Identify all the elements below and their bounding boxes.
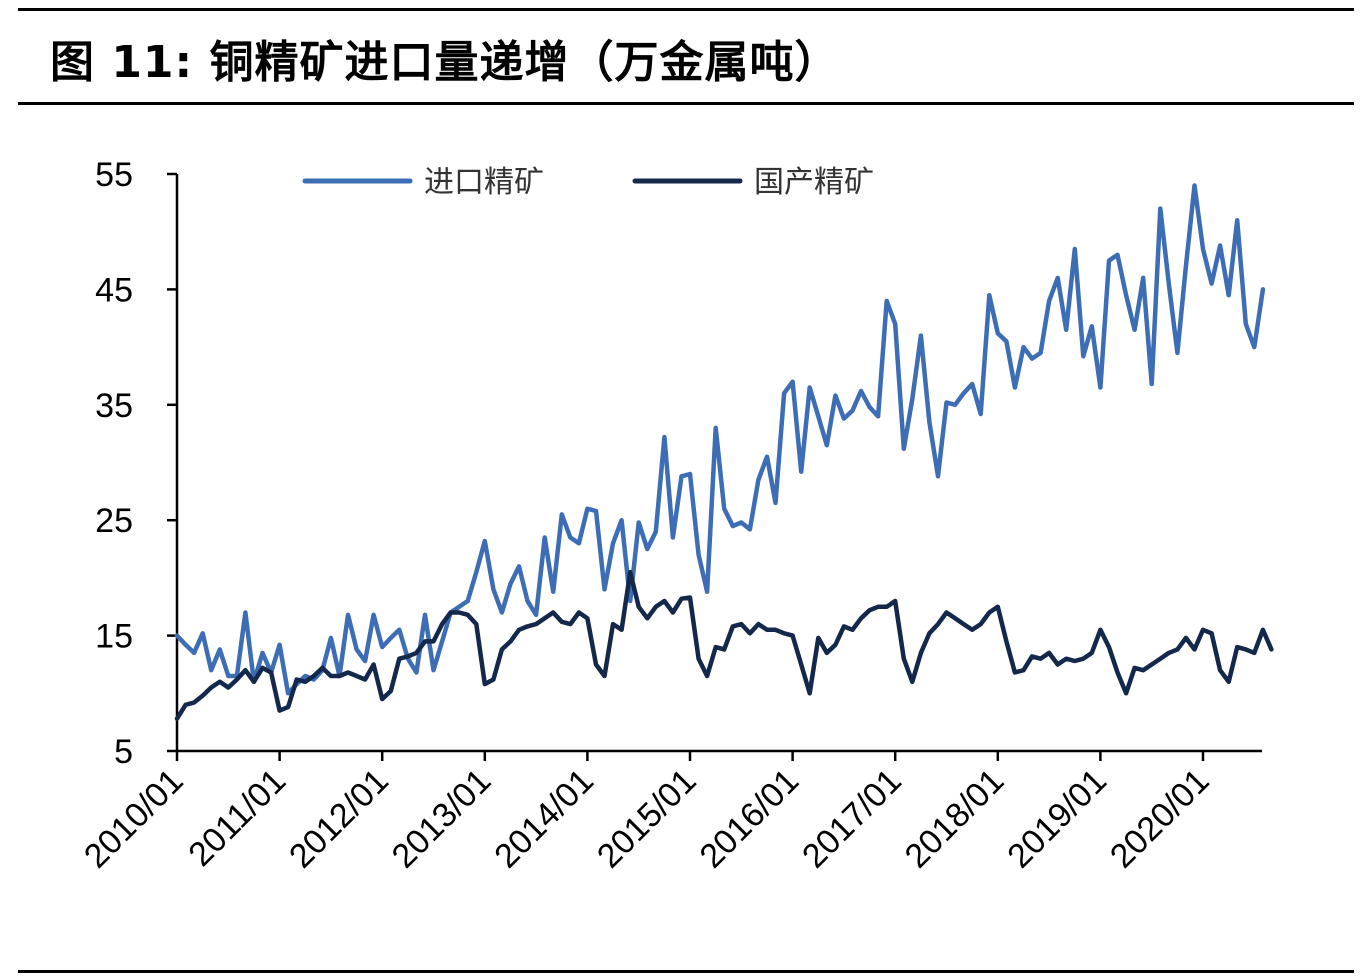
x-tick-label: 2017/01 <box>795 762 909 876</box>
legend: 进口精矿 国产精矿 <box>302 165 874 200</box>
x-tick-label: 2010/01 <box>77 762 191 876</box>
x-tick-label: 2015/01 <box>590 762 704 876</box>
series-lines <box>174 183 1274 721</box>
x-tick-label: 2012/01 <box>282 762 396 876</box>
y-tick-label: 45 <box>95 271 133 309</box>
y-tick-label: 25 <box>95 502 133 540</box>
x-tick-label: 2020/01 <box>1103 762 1217 876</box>
y-tick-label: 15 <box>95 618 133 656</box>
x-tick-label: 2018/01 <box>898 762 1012 876</box>
y-tick-label: 5 <box>114 733 133 771</box>
figure-title: 图 11: 铜精矿进口量递增（万金属吨） <box>50 37 840 88</box>
series-line-domestic <box>174 569 1274 721</box>
axes <box>175 174 1262 753</box>
title-rule <box>18 102 1354 105</box>
x-tick-label: 2013/01 <box>385 762 499 876</box>
legend-label: 进口精矿 <box>424 165 544 200</box>
y-tick-label: 35 <box>95 387 133 425</box>
x-tick-label: 2011/01 <box>181 762 293 874</box>
y-tick-label: 55 <box>95 156 133 194</box>
x-axis-ticks: 2010/012011/012012/012013/012014/012015/… <box>77 751 1217 876</box>
series-line-imported <box>174 183 1266 696</box>
x-tick-label: 2019/01 <box>1000 762 1114 876</box>
legend-label: 国产精矿 <box>754 165 874 200</box>
y-axis-ticks: 5 15 25 35 45 55 <box>95 156 177 771</box>
top-rule <box>18 8 1354 11</box>
x-tick-label: 2014/01 <box>487 762 601 876</box>
bottom-rule <box>18 970 1354 973</box>
x-tick-label: 2016/01 <box>692 762 806 876</box>
